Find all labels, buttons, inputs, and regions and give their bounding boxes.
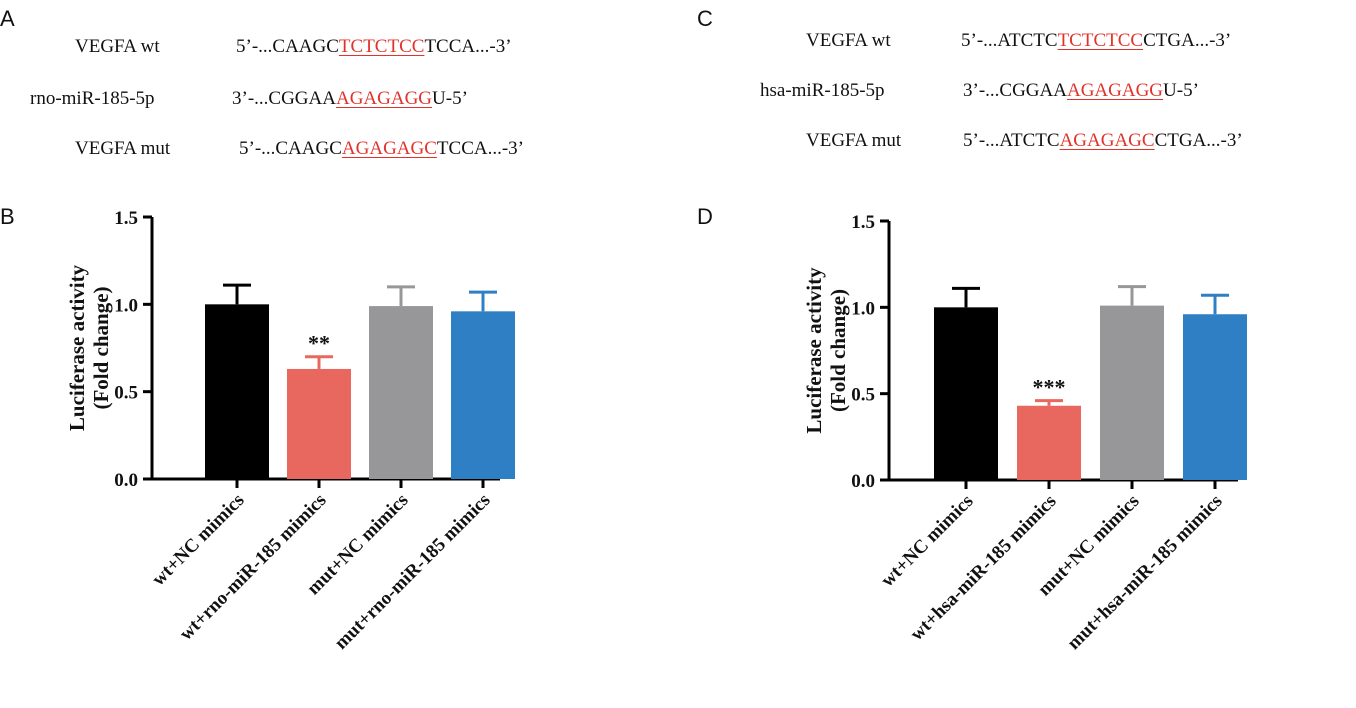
seq-c-label-1: hsa-miR-185-5p (760, 80, 885, 101)
y-tick-label: 1.5 (851, 212, 875, 233)
seq-a-highlight-1: AGAGAGG (335, 88, 433, 109)
panel-letter-d: D (697, 204, 713, 229)
x-category-label: wt+hsa-miR-185 mimics (906, 491, 1060, 645)
y-tick-label: 0.5 (114, 383, 138, 404)
seq-a-row-1: 3’-...CGGAAAGAGAGGU-5’ (232, 88, 468, 109)
x-category-label: mut+hsa-miR-185 mimics (1063, 491, 1226, 654)
bar (1017, 405, 1081, 480)
bar-chart-b: 0.0 0.5 1.0 1.5 Luciferase activity (Fold cha… (65, 208, 515, 654)
bar (451, 311, 515, 479)
y-axis-label: Luciferase activity (65, 264, 89, 431)
seq-c-row-0: 5’-...ATCTCTCTCTCCCTGA...-3’ (961, 30, 1232, 51)
seq-a-row-0: 5’-...CAAGCTCTCTCCTCCA...-3’ (236, 36, 512, 57)
seq-c-highlight-0: TCTCTCC (1057, 30, 1144, 51)
seq-a-highlight-2: AGAGAGC (341, 138, 437, 159)
seq-a-row-2: 5’-...CAAGCAGAGAGCTCCA...-3’ (239, 138, 524, 159)
panel-letter-c: C (697, 6, 713, 31)
panel-letter-b: B (0, 204, 15, 229)
y-tick-label: 0.5 (851, 385, 875, 406)
seq-a-label-1: rno-miR-185-5p (30, 88, 155, 109)
y-axis-label-2: (Fold change) (89, 286, 113, 409)
y-tick-label: 1.5 (114, 208, 138, 229)
seq-c-label-0: VEGFA wt (806, 30, 891, 51)
bar (205, 304, 269, 479)
panel-letter-a: A (0, 6, 15, 31)
x-category-label: wt+rno-miR-185 mimics (176, 490, 331, 645)
y-axis-label: Luciferase activity (802, 267, 826, 434)
y-axis-label-2: (Fold change) (826, 289, 850, 412)
significance-label: *** (1033, 375, 1066, 400)
seq-a-label-2: VEGFA mut (75, 138, 171, 159)
seq-c-row-1: 3’-...CGGAAAGAGAGGU-5’ (963, 80, 1199, 101)
seq-c-label-2: VEGFA mut (806, 130, 902, 151)
significance-label: ** (308, 331, 330, 356)
y-tick-label: 1.0 (114, 295, 138, 316)
y-tick-label: 0.0 (114, 470, 138, 491)
bar-chart-d: 0.0 0.5 1.0 1.5 Luciferase activity (Fold cha… (802, 212, 1247, 654)
seq-c-highlight-2: AGAGAGC (1059, 130, 1155, 151)
bar (1100, 305, 1164, 480)
seq-c-row-2: 5’-...ATCTCAGAGAGCCTGA...-3’ (963, 130, 1243, 151)
bar (287, 368, 351, 479)
seq-c-highlight-1: AGAGAGG (1066, 80, 1164, 101)
bar (1183, 314, 1247, 480)
y-tick-label: 0.0 (851, 471, 875, 492)
seq-a-label-0: VEGFA wt (75, 36, 160, 57)
bar (369, 306, 433, 479)
bar (934, 307, 998, 480)
y-tick-label: 1.0 (851, 298, 875, 319)
x-category-label: mut+rno-miR-185 mimics (331, 490, 495, 654)
seq-a-highlight-0: TCTCTCC (338, 36, 425, 57)
